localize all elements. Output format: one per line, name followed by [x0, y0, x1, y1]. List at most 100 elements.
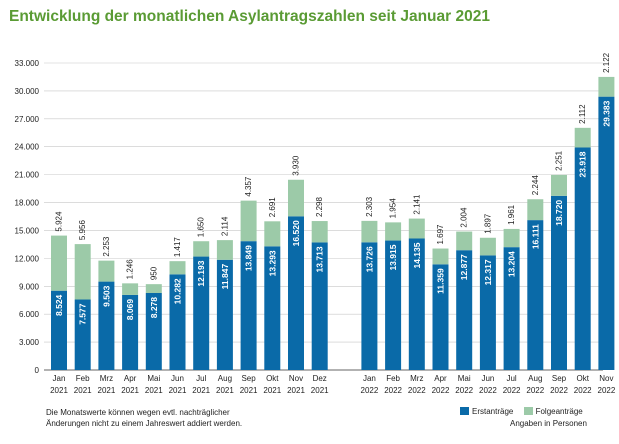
x-tick-month-16: Apr	[434, 374, 447, 383]
x-tick-month-3: Mrz	[100, 374, 113, 383]
data-label-folgeantraege-16: 1.697	[436, 224, 445, 245]
bar-folgeantraege-14	[385, 222, 402, 241]
bar-erstantraege-19	[503, 247, 520, 370]
x-tick-year-8: 2021	[216, 386, 234, 395]
bar-erstantraege-4	[122, 294, 139, 370]
bar-erstantraege-16	[432, 264, 449, 370]
x-tick-year-4: 2021	[121, 386, 139, 395]
data-label-folgeantraege-18: 1.897	[483, 213, 492, 234]
data-label-folgeantraege-14: 1.954	[389, 198, 398, 219]
x-tick-year-1: 2021	[50, 386, 68, 395]
x-tick-year-16: 2022	[432, 386, 450, 395]
x-tick-year-23: 2022	[598, 386, 616, 395]
bar-folgeantraege-10	[264, 221, 281, 247]
data-label-erstantraege-13: 13.726	[364, 246, 374, 272]
x-tick-month-11: Nov	[289, 374, 303, 383]
x-tick-month-12: Dez	[313, 374, 327, 383]
x-tick-month-9: Sep	[241, 374, 256, 383]
bar-folgeantraege-1	[51, 235, 67, 291]
data-label-erstantraege-23: 29.383	[601, 100, 611, 126]
bar-folgeantraege-19	[503, 228, 520, 248]
bar-folgeantraege-3	[98, 260, 115, 282]
x-tick-month-13: Jan	[363, 374, 376, 383]
x-tick-year-20: 2022	[526, 386, 544, 395]
bar-folgeantraege-21	[551, 174, 567, 196]
bar-folgeantraege-6	[169, 261, 186, 275]
data-label-erstantraege-10: 13.293	[267, 250, 277, 276]
y-tick-label-9: 27.000	[15, 115, 40, 124]
x-tick-year-6: 2021	[169, 386, 187, 395]
data-label-erstantraege-17: 12.877	[459, 254, 469, 280]
data-label-folgeantraege-9: 4.357	[244, 176, 253, 197]
data-label-erstantraege-5: 8.278	[149, 297, 159, 319]
x-tick-month-8: Aug	[218, 374, 232, 383]
footnote-line-1: Die Monatswerte können wegen evtl. nacht…	[46, 408, 230, 417]
bar-folgeantraege-7	[193, 241, 210, 257]
x-tick-year-7: 2021	[192, 386, 210, 395]
bar-erstantraege-11	[288, 216, 304, 370]
x-tick-month-7: Jul	[196, 374, 206, 383]
bar-folgeantraege-11	[288, 179, 304, 217]
data-label-folgeantraege-15: 2.141	[412, 194, 421, 215]
y-tick-label-11: 33.000	[15, 59, 40, 68]
data-label-erstantraege-2: 7.577	[78, 303, 88, 325]
data-label-folgeantraege-23: 2.122	[602, 52, 611, 73]
x-tick-month-15: Mrz	[410, 374, 423, 383]
bar-erstantraege-5	[145, 292, 162, 370]
legend-item-series-2: Folgeanträge	[523, 407, 583, 416]
data-label-erstantraege-12: 13.713	[315, 246, 325, 272]
bar-folgeantraege-23	[598, 76, 615, 97]
y-tick-label-6: 18.000	[15, 199, 40, 208]
x-tick-month-6: Jun	[171, 374, 184, 383]
data-label-folgeantraege-1: 5.924	[55, 211, 64, 232]
data-label-erstantraege-16: 11.359	[436, 268, 446, 294]
legend: Erstanträge Folgeanträge	[460, 407, 591, 416]
bar-erstantraege-23	[598, 96, 615, 371]
x-tick-year-3: 2021	[98, 386, 116, 395]
x-tick-month-14: Feb	[386, 374, 400, 383]
bar-erstantraege-7	[193, 256, 210, 370]
bar-erstantraege-20	[527, 220, 544, 370]
data-label-erstantraege-22: 23.918	[578, 151, 588, 177]
bar-erstantraege-13	[361, 242, 378, 370]
chart-title: Entwicklung der monatlichen Asylantragsz…	[9, 8, 490, 25]
unit-note: Angaben in Personen	[510, 419, 587, 428]
bar-erstantraege-8	[216, 259, 233, 370]
x-tick-year-22: 2022	[574, 386, 592, 395]
bar-erstantraege-14	[385, 240, 402, 370]
data-label-erstantraege-8: 11.847	[220, 264, 230, 290]
data-label-erstantraege-14: 13.915	[388, 244, 398, 270]
bar-folgeantraege-12	[311, 221, 328, 243]
data-label-erstantraege-11: 16.520	[291, 220, 301, 246]
data-label-erstantraege-4: 8.069	[125, 299, 135, 321]
data-label-folgeantraege-22: 2.112	[578, 104, 587, 124]
y-tick-label-0: 0	[35, 366, 40, 375]
y-tick-label-2: 6.000	[19, 310, 40, 319]
legend-swatch-series-1	[460, 407, 469, 415]
bar-erstantraege-6	[169, 274, 186, 370]
legend-label-series-1: Erstanträge	[472, 407, 514, 416]
bar-folgeantraege-13	[361, 220, 378, 243]
bar-erstantraege-18	[479, 255, 496, 370]
x-tick-month-17: Mai	[458, 374, 471, 383]
bar-erstantraege-10	[264, 246, 281, 370]
bar-erstantraege-3	[98, 281, 115, 370]
y-tick-label-3: 9.000	[19, 282, 40, 291]
x-tick-year-9: 2021	[240, 386, 258, 395]
y-tick-label-5: 15.000	[15, 226, 40, 235]
x-tick-year-15: 2022	[408, 386, 426, 395]
x-tick-year-19: 2022	[503, 386, 521, 395]
data-label-folgeantraege-11: 3.930	[292, 155, 301, 176]
bar-erstantraege-21	[551, 195, 567, 370]
x-tick-month-18: Jun	[481, 374, 494, 383]
bar-erstantraege-9	[240, 241, 257, 370]
bar-folgeantraege-15	[408, 218, 425, 239]
data-label-folgeantraege-20: 2.244	[531, 175, 540, 196]
x-tick-month-10: Okt	[266, 374, 279, 383]
data-label-erstantraege-19: 13.204	[507, 251, 517, 277]
bar-erstantraege-15	[408, 238, 425, 370]
x-tick-month-2: Feb	[76, 374, 90, 383]
y-tick-label-8: 24.000	[15, 143, 40, 152]
data-label-folgeantraege-2: 5.956	[78, 220, 87, 241]
data-label-folgeantraege-3: 2.253	[102, 236, 111, 257]
